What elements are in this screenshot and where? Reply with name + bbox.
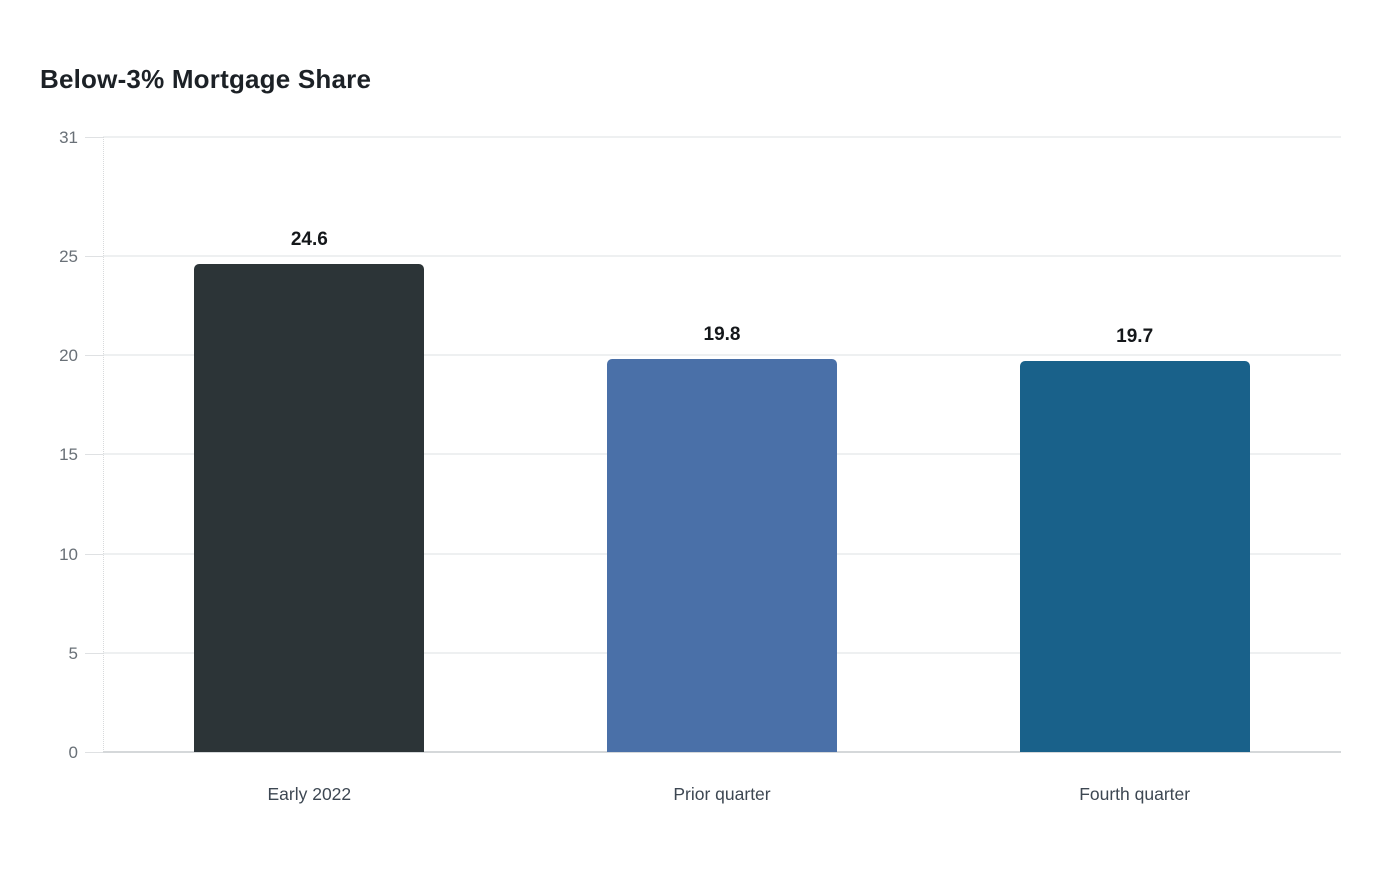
- y-tick-mark: [85, 454, 103, 456]
- y-axis-line: [103, 137, 104, 752]
- y-tick-mark: [85, 553, 103, 555]
- bar-prior-quarter: [607, 359, 837, 752]
- y-tick-label: 31: [59, 128, 78, 147]
- y-tick-mark: [85, 355, 103, 357]
- bar-fourth-quarter: [1019, 361, 1250, 752]
- bar-early-2022: [194, 263, 425, 752]
- chart-title: Below-3% Mortgage Share: [40, 64, 372, 94]
- x-tick-label: Fourth quarter: [1079, 784, 1191, 804]
- plot-area: 0 5 10 15 20 25 31 24.6 Early 2022 19.8 Prior quar…: [59, 129, 1341, 803]
- value-label: 24.6: [290, 228, 328, 250]
- value-label: 19.8: [703, 324, 741, 346]
- x-tick-label: Early 2022: [267, 784, 352, 804]
- y-tick-mark: [85, 752, 103, 753]
- y-tick-mark: [85, 652, 103, 654]
- y-tick-mark: [85, 137, 103, 138]
- gridline: [103, 136, 1341, 138]
- y-tick-label: 15: [59, 445, 78, 465]
- x-tick-label: Prior quarter: [673, 784, 771, 804]
- y-tick-label: 25: [59, 247, 78, 267]
- y-tick-mark: [85, 256, 103, 258]
- value-label: 19.7: [1116, 326, 1154, 348]
- gridline: [103, 354, 1341, 357]
- y-tick-label: 10: [59, 544, 78, 564]
- gridline: [103, 255, 1341, 258]
- x-axis-line: [103, 751, 1341, 753]
- y-tick-label: 5: [68, 643, 78, 663]
- y-tick-label: 20: [59, 346, 78, 366]
- y-tick-label: 0: [68, 743, 78, 762]
